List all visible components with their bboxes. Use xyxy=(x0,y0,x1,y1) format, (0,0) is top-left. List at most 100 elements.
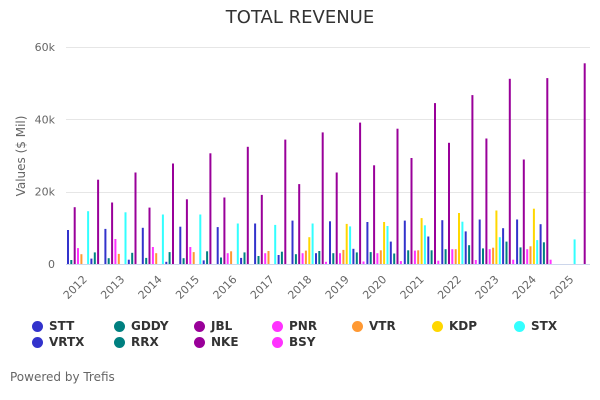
bar-bsy-2019[interactable] xyxy=(362,261,365,265)
bar-stt-2020[interactable] xyxy=(366,222,369,264)
bar-stt-2019[interactable] xyxy=(329,221,331,264)
bar-vtr-2023[interactable] xyxy=(492,247,495,264)
legend-item-stx[interactable]: STX xyxy=(514,319,557,333)
legend-item-kdp[interactable]: KDP xyxy=(432,319,477,333)
bar-pnr-2024[interactable] xyxy=(526,249,529,264)
bar-pnr-2014[interactable] xyxy=(151,247,154,264)
bar-nke-2012[interactable] xyxy=(97,179,100,264)
bar-gddy-2012[interactable] xyxy=(70,260,73,264)
bar-pnr-2015[interactable] xyxy=(189,247,192,264)
bar-rrx-2018[interactable] xyxy=(318,251,321,264)
bar-nke-2023[interactable] xyxy=(508,78,511,264)
legend-item-pnr[interactable]: PNR xyxy=(272,319,317,333)
bar-nke-2024[interactable] xyxy=(546,78,549,264)
bar-nke-2022[interactable] xyxy=(471,95,474,264)
bar-nke-2017[interactable] xyxy=(284,139,287,264)
bar-vrtx-2019[interactable] xyxy=(352,248,355,264)
legend-item-vtr[interactable]: VTR xyxy=(352,319,396,333)
bar-kdp-2022[interactable] xyxy=(458,213,460,264)
bar-rrx-2015[interactable] xyxy=(206,251,209,264)
bar-rrx-2021[interactable] xyxy=(430,250,433,264)
bar-vrtx-2020[interactable] xyxy=(389,241,392,264)
bar-pnr-2022[interactable] xyxy=(451,249,454,264)
bar-gddy-2014[interactable] xyxy=(145,257,148,264)
bar-stt-2021[interactable] xyxy=(403,220,406,264)
bar-stt-2023[interactable] xyxy=(478,219,481,265)
bar-kdp-2024[interactable] xyxy=(532,208,535,264)
bar-pnr-2012[interactable] xyxy=(77,248,79,264)
bar-jbl-2014[interactable] xyxy=(148,207,151,264)
bar-stx-2024[interactable] xyxy=(536,240,539,264)
bar-stx-2016[interactable] xyxy=(236,223,239,265)
bar-jbl-2021[interactable] xyxy=(410,158,413,264)
bar-nke-2016[interactable] xyxy=(246,146,249,264)
bar-stt-2015[interactable] xyxy=(179,226,182,264)
bar-gddy-2020[interactable] xyxy=(369,252,372,264)
bar-stt-2022[interactable] xyxy=(441,220,444,264)
bar-vrtx-2013[interactable] xyxy=(127,259,130,264)
legend-item-gddy[interactable]: GDDY xyxy=(114,319,169,333)
bar-gddy-2021[interactable] xyxy=(407,250,410,264)
bar-vrtx-2016[interactable] xyxy=(240,257,243,264)
bar-vtr-2022[interactable] xyxy=(454,249,457,264)
bar-stx-2019[interactable] xyxy=(349,226,352,264)
bar-jbl-2018[interactable] xyxy=(298,184,301,264)
bar-stx-2017[interactable] xyxy=(274,224,277,264)
bar-jbl-2023[interactable] xyxy=(485,138,488,265)
bar-stx-2020[interactable] xyxy=(386,226,389,264)
bar-bsy-2024[interactable] xyxy=(549,259,552,264)
bar-jbl-2019[interactable] xyxy=(335,172,338,265)
bar-jbl-2022[interactable] xyxy=(448,142,450,264)
bar-nke-2014[interactable] xyxy=(172,163,174,265)
bar-rrx-2024[interactable] xyxy=(542,242,545,264)
bar-bsy-2022[interactable] xyxy=(474,260,477,264)
bar-stt-2012[interactable] xyxy=(67,230,69,264)
bar-vtr-2021[interactable] xyxy=(417,250,420,264)
bar-vrtx-2017[interactable] xyxy=(277,255,280,264)
bar-vtr-2024[interactable] xyxy=(529,246,532,264)
bar-stx-2018[interactable] xyxy=(311,223,314,265)
bar-pnr-2021[interactable] xyxy=(413,250,416,264)
bar-pnr-2013[interactable] xyxy=(114,239,117,264)
bar-kdp-2018[interactable] xyxy=(308,237,311,264)
bar-pnr-2018[interactable] xyxy=(301,253,304,264)
bar-kdp-2019[interactable] xyxy=(345,223,348,264)
bar-nke-2013[interactable] xyxy=(134,172,137,265)
legend-item-nke[interactable]: NKE xyxy=(194,335,239,349)
bar-stt-2014[interactable] xyxy=(141,227,144,264)
bar-vtr-2018[interactable] xyxy=(304,250,307,264)
bar-vtr-2015[interactable] xyxy=(192,252,195,264)
bar-vrtx-2014[interactable] xyxy=(165,261,168,264)
bar-rrx-2019[interactable] xyxy=(355,252,358,264)
bar-jbl-2016[interactable] xyxy=(223,197,226,265)
bar-stt-2018[interactable] xyxy=(291,220,294,264)
bar-rrx-2013[interactable] xyxy=(131,252,134,264)
bar-pnr-2023[interactable] xyxy=(488,249,491,264)
legend-item-stt[interactable]: STT xyxy=(32,319,74,333)
bar-vtr-2012[interactable] xyxy=(80,254,83,264)
bar-gddy-2019[interactable] xyxy=(332,253,335,264)
bar-gddy-2022[interactable] xyxy=(444,249,447,264)
bar-stx-2015[interactable] xyxy=(199,214,202,265)
bar-bsy-2021[interactable] xyxy=(437,260,440,264)
bar-vrtx-2018[interactable] xyxy=(315,253,317,264)
bar-stt-2024[interactable] xyxy=(516,219,519,265)
bar-stt-2017[interactable] xyxy=(254,223,257,265)
bar-vrtx-2012[interactable] xyxy=(90,258,93,264)
bar-stt-2013[interactable] xyxy=(104,228,107,264)
bar-rrx-2020[interactable] xyxy=(393,253,396,265)
bar-pnr-2016[interactable] xyxy=(226,253,229,264)
bar-vrtx-2015[interactable] xyxy=(202,260,205,264)
bar-stx-2023[interactable] xyxy=(498,237,501,264)
bar-gddy-2024[interactable] xyxy=(519,247,522,264)
bar-vtr-2019[interactable] xyxy=(342,249,345,264)
bar-bsy-2018[interactable] xyxy=(325,261,327,264)
bar-kdp-2020[interactable] xyxy=(383,222,386,264)
bar-stx-2022[interactable] xyxy=(461,221,464,264)
bar-rrx-2012[interactable] xyxy=(93,252,96,264)
bar-pnr-2020[interactable] xyxy=(376,253,379,264)
bar-nke-2021[interactable] xyxy=(434,103,436,264)
bar-jbl-2013[interactable] xyxy=(111,202,114,265)
bar-nke-2015[interactable] xyxy=(209,153,212,264)
bar-nke-2020[interactable] xyxy=(396,128,399,264)
